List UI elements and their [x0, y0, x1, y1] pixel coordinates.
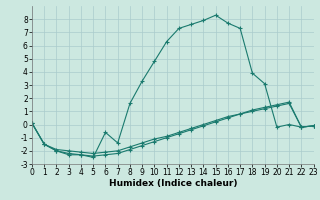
X-axis label: Humidex (Indice chaleur): Humidex (Indice chaleur) [108, 179, 237, 188]
